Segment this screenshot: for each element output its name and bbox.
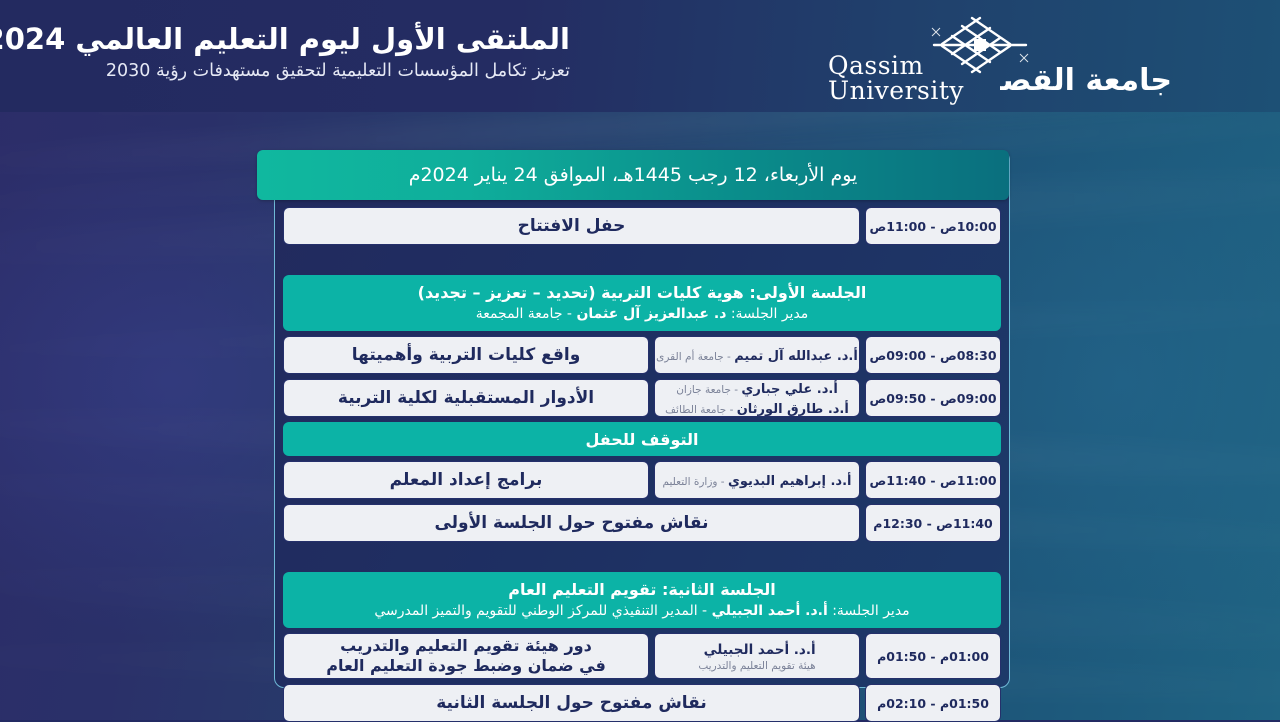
moderator-org: - المدير التنفيذي للمركز الوطني للتقويم …: [374, 602, 708, 619]
moderator-name: أ.د. أحمد الجبيلي: [711, 602, 828, 619]
speaker-org: - جامعة جازان: [676, 383, 742, 396]
agenda-row-time: 11:40ص - 12:30م: [865, 504, 1001, 542]
agenda-row-speakers: أ.د. علي جباري - جامعة جازان أ.د. طارق ال…: [654, 379, 860, 417]
agenda-row-time: 10:00ص - 11:00ص: [865, 207, 1001, 245]
speaker-name: أ.د. إبراهيم البديوي: [727, 473, 852, 489]
agenda-row-time: 01:50م - 02:10م: [865, 684, 1001, 722]
moderator-prefix: مدير الجلسة:: [730, 305, 809, 322]
agenda-row-title: الأدوار المستقبلية لكلية التربية: [283, 379, 649, 417]
agenda-row-time: 09:00ص - 09:50ص: [865, 379, 1001, 417]
agenda-row-title: نقاش مفتوح حول الجلسة الثانية: [283, 684, 860, 722]
speaker-org: - جامعة أم القرى: [656, 350, 735, 363]
agenda-spacer: [283, 547, 1001, 572]
moderator-org: - جامعة المجمعة: [475, 305, 572, 322]
moderator-name: د. عبدالعزيز آل عثمان: [576, 305, 727, 322]
page-title: الملتقى الأول ليوم التعليم العالمي 2024: [0, 22, 570, 56]
agenda-row-time: 11:00ص - 11:40ص: [865, 461, 1001, 499]
title-block: الملتقى الأول ليوم التعليم العالمي 2024 …: [0, 22, 570, 82]
page-subtitle: تعزيز تكامل المؤسسات التعليمية لتحقيق مس…: [105, 61, 570, 82]
logo-arabic-text: جامعة القصيم: [1000, 63, 1172, 98]
agenda-row: 01:00م - 01:50م أ.د. أحمد الجبيلي هيئة تق…: [283, 633, 1001, 679]
agenda-row-time: 08:30ص - 09:00ص: [865, 336, 1001, 374]
break-label: التوقف للحفل: [585, 429, 699, 449]
speaker-entry: أ.د. إبراهيم البديوي - وزارة التعليم: [663, 470, 852, 490]
agenda-row-title: واقع كليات التربية وأهميتها: [283, 336, 649, 374]
agenda-row-title: نقاش مفتوح حول الجلسة الأولى: [283, 504, 860, 542]
header-band: [0, 0, 1280, 112]
agenda-row: 10:00ص - 11:00ص حفل الافتتاح: [283, 207, 1001, 245]
logo-english-text: Qassim University: [828, 51, 978, 105]
session-moderator: مدير الجلسة: أ.د. أحمد الجبيلي - المدير …: [374, 602, 909, 620]
agenda-row-title-line2: في ضمان وضبط جودة التعليم العام: [326, 656, 606, 675]
speaker-name: أ.د. عبدالله آل تميم: [734, 348, 858, 364]
session-title: الجلسة الأولى: هوية كليات التربية (تحديد…: [417, 282, 867, 302]
speaker-entry: أ.د. أحمد الجبيلي هيئة تقويم التعليم وال…: [698, 639, 815, 673]
agenda-row-title-lines: دور هيئة تقويم التعليم والتدريب في ضمان و…: [326, 636, 606, 675]
session-header: الجلسة الثانية: تقويم التعليم العام مدير …: [283, 572, 1001, 628]
session-header: الجلسة الأولى: هوية كليات التربية (تحديد…: [283, 275, 1001, 331]
agenda-row-time: 01:00م - 01:50م: [865, 633, 1001, 679]
speaker-org: - جامعة الطائف: [665, 404, 737, 416]
speaker-org: هيئة تقويم التعليم والتدريب: [698, 659, 816, 672]
agenda-row-title-line1: دور هيئة تقويم التعليم والتدريب: [340, 636, 592, 656]
logo-english-line1: Qassim: [828, 51, 924, 80]
agenda-row: 01:50م - 02:10م نقاش مفتوح حول الجلسة الث…: [283, 684, 1001, 722]
university-logo: Qassim University جامعة القصيم: [828, 16, 1178, 108]
agenda-spacer: [283, 250, 1001, 275]
agenda-row-speakers: أ.د. عبدالله آل تميم - جامعة أم القرى: [654, 336, 860, 374]
speaker-entry: أ.د. علي جباري - جامعة جازان: [676, 380, 838, 398]
agenda-row-title: حفل الافتتاح: [283, 207, 860, 245]
speaker-name: أ.د. أحمد الجبيلي: [703, 641, 816, 658]
agenda-panel: يوم الأربعاء، 12 رجب 1445هـ، الموافق 24 …: [257, 150, 1010, 722]
speaker-org: - وزارة التعليم: [662, 475, 728, 488]
agenda-row-speakers: أ.د. إبراهيم البديوي - وزارة التعليم: [654, 461, 860, 499]
speaker-name: أ.د. طارق الورثان: [736, 402, 849, 417]
break-row: التوقف للحفل: [283, 422, 1001, 456]
speaker-entry: أ.د. عبدالله آل تميم - جامعة أم القرى: [656, 345, 858, 365]
moderator-prefix: مدير الجلسة:: [832, 602, 910, 619]
session-moderator: مدير الجلسة: د. عبدالعزيز آل عثمان - جام…: [476, 305, 809, 323]
logo-arabic-calligraphy: جامعة القصيم: [966, 46, 1176, 106]
agenda-row-title: دور هيئة تقويم التعليم والتدريب في ضمان و…: [283, 633, 649, 679]
page-header: الملتقى الأول ليوم التعليم العالمي 2024 …: [0, 0, 1280, 115]
agenda-row: 08:30ص - 09:00ص أ.د. عبدالله آل تميم - جا…: [283, 336, 1001, 374]
session-title: الجلسة الثانية: تقويم التعليم العام: [508, 579, 776, 599]
agenda-row: 09:00ص - 09:50ص أ.د. علي جباري - جامعة جا…: [283, 379, 1001, 417]
speaker-entry: أ.د. طارق الورثان - جامعة الطائف: [665, 398, 849, 417]
agenda-date-bar: يوم الأربعاء، 12 رجب 1445هـ، الموافق 24 …: [257, 150, 1009, 200]
logo-english-line2: University: [828, 75, 965, 105]
speaker-name: أ.د. علي جباري: [741, 381, 838, 397]
agenda-row-title: برامج إعداد المعلم: [283, 461, 649, 499]
agenda-row: 11:00ص - 11:40ص أ.د. إبراهيم البديوي - وز…: [283, 461, 1001, 499]
agenda-row: 11:40ص - 12:30م نقاش مفتوح حول الجلسة الأ…: [283, 504, 1001, 542]
qassim-university-lattice-emblem: [928, 14, 1032, 76]
agenda-rows: 10:00ص - 11:00ص حفل الافتتاح الجلسة الأولى…: [283, 207, 1001, 722]
agenda-row-speakers: أ.د. أحمد الجبيلي هيئة تقويم التعليم وال…: [654, 633, 860, 679]
